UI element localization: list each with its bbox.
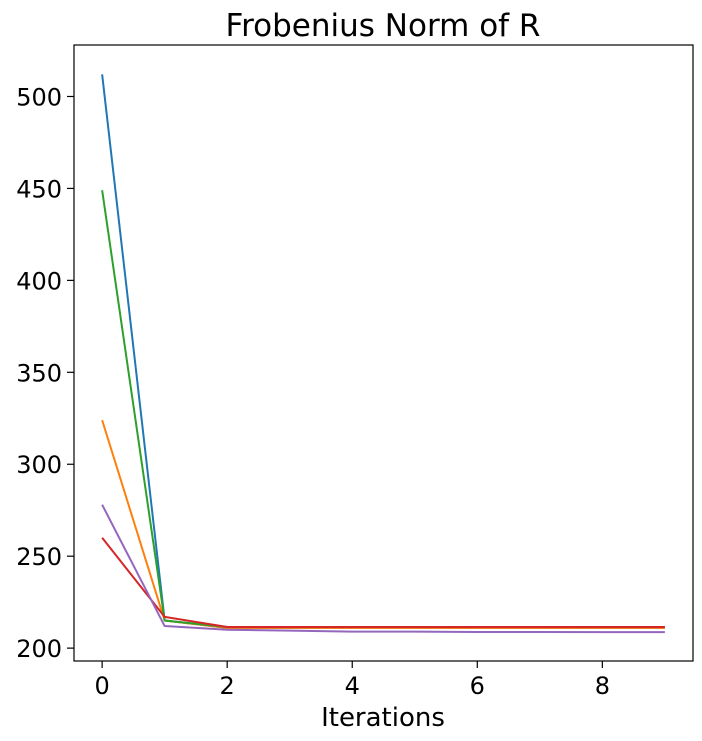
y-tick-label: 400: [16, 267, 62, 295]
y-axis: 200 250 300 350 400 450 500: [16, 83, 74, 663]
y-tick-label: 450: [16, 175, 62, 203]
x-tick-label: 6: [470, 672, 485, 700]
y-tick-label: 300: [16, 451, 62, 479]
y-tick-label: 200: [16, 635, 62, 663]
x-axis-label: Iterations: [321, 703, 445, 733]
y-tick-label: 500: [16, 83, 62, 111]
plot-area: [102, 74, 665, 632]
series-line-2: [102, 420, 665, 628]
x-tick-label: 4: [345, 672, 360, 700]
plot-frame: [74, 45, 693, 661]
chart-title: Frobenius Norm of R: [226, 8, 541, 44]
y-tick-label: 350: [16, 359, 62, 387]
y-tick-label: 250: [16, 543, 62, 571]
series-line-5: [102, 505, 665, 632]
x-axis: 0 2 4 6 8: [94, 661, 609, 700]
series-line-1: [102, 74, 665, 627]
series-line-3: [102, 190, 665, 627]
x-tick-label: 8: [595, 672, 610, 700]
x-tick-label: 2: [220, 672, 235, 700]
x-tick-label: 0: [94, 672, 109, 700]
series-line-4: [102, 538, 665, 627]
